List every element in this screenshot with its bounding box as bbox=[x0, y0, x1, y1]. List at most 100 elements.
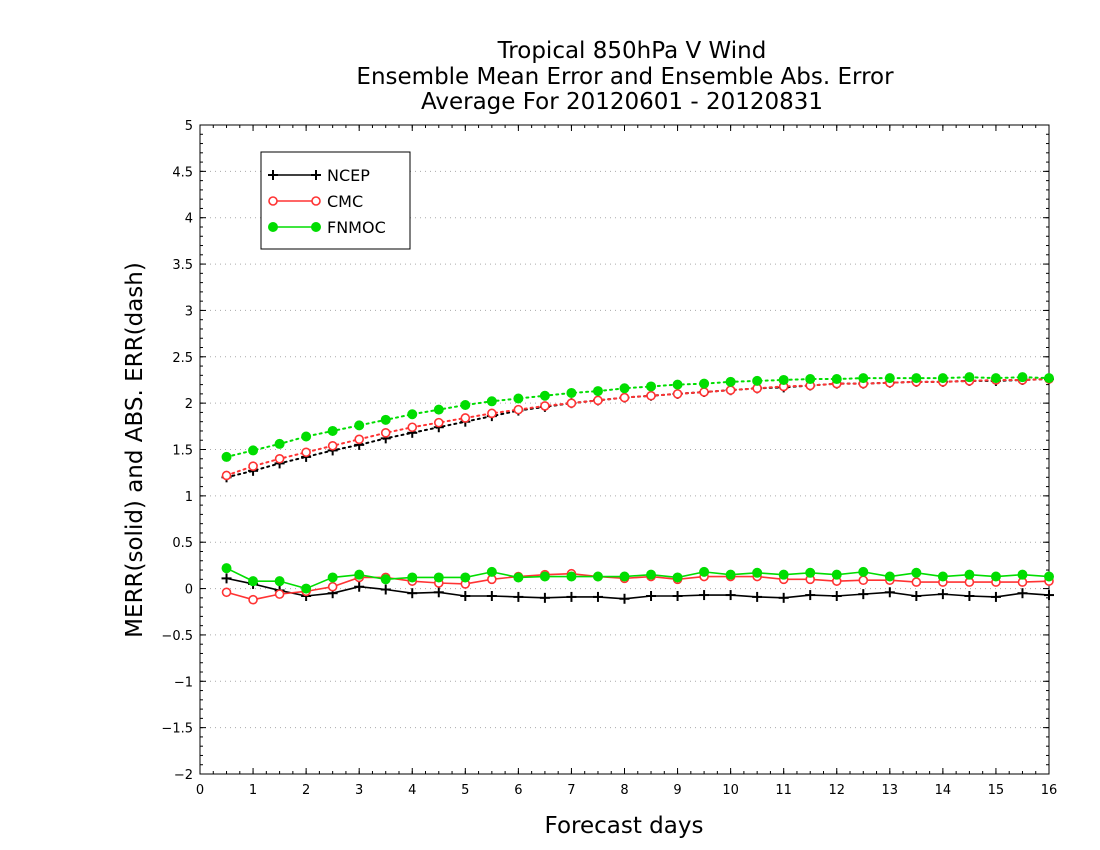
series-fnmoc-abs-err-point bbox=[592, 386, 603, 397]
series-fnmoc-abs-err-point bbox=[672, 379, 683, 390]
series-fnmoc-abs-err-point bbox=[301, 431, 312, 442]
series-cmc-abs-err-point bbox=[274, 453, 285, 464]
series-cmc-abs-err-point bbox=[433, 417, 444, 428]
series-fnmoc-abs-err-point bbox=[274, 438, 285, 449]
x-tick-label: 2 bbox=[302, 783, 310, 798]
chart-title-line-2: Ensemble Mean Error and Ensemble Abs. Er… bbox=[356, 64, 894, 90]
legend-marker-end bbox=[311, 222, 321, 232]
series-fnmoc-merr-point bbox=[380, 574, 391, 585]
series-fnmoc-merr-point bbox=[486, 566, 497, 577]
legend-marker-end bbox=[311, 170, 321, 180]
series-ncep-merr-point bbox=[354, 581, 365, 592]
series-cmc-abs-err-point bbox=[380, 428, 391, 438]
series-fnmoc-abs-err-point bbox=[752, 375, 763, 386]
legend-label-ncep: NCEP bbox=[327, 166, 370, 185]
x-axis-label: Forecast days bbox=[545, 813, 704, 839]
series-fnmoc-merr-point bbox=[911, 567, 922, 578]
series-ncep-merr-point bbox=[513, 591, 524, 602]
series-cmc-abs-err-point bbox=[513, 404, 524, 415]
series-fnmoc-merr-point bbox=[884, 571, 895, 582]
series-ncep-merr-point bbox=[380, 584, 391, 595]
chart-title-line-1: Tropical 850hPa V Wind bbox=[497, 38, 767, 64]
series-fnmoc-abs-err-point bbox=[539, 390, 550, 401]
x-tick-label: 8 bbox=[620, 783, 628, 798]
x-axis: 0 1 2 3 4 5 6 7 8 9 10 11 12 13 14 15 16 bbox=[196, 125, 1057, 798]
series-fnmoc-merr-point bbox=[937, 571, 948, 582]
y-axis: −2 −1.5 −1 −0.5 0 0.5 1 1.5 2 2.5 3 3.5 4 4.5 5 bbox=[161, 119, 1049, 783]
y-tick-label: 1.5 bbox=[172, 444, 193, 459]
series-cmc bbox=[221, 374, 1054, 605]
series-ncep-merr-point bbox=[566, 591, 577, 602]
series-fnmoc-merr-point bbox=[752, 567, 763, 578]
series-fnmoc-merr-point bbox=[513, 572, 524, 583]
series-fnmoc-merr-point bbox=[725, 569, 736, 580]
series-fnmoc-abs-err-point bbox=[911, 373, 922, 384]
series-ncep-merr-point bbox=[831, 590, 842, 601]
series-cmc-abs-err-point bbox=[487, 408, 497, 419]
series-cmc-abs-err-line bbox=[225, 378, 1050, 477]
series-ncep-merr-point bbox=[858, 589, 869, 600]
series-fnmoc-merr-point bbox=[248, 576, 259, 587]
series-fnmoc-abs-err-point bbox=[433, 404, 444, 415]
series-cmc-abs-err-point bbox=[540, 401, 550, 411]
series-fnmoc-merr-point bbox=[805, 567, 816, 578]
series-layer bbox=[221, 372, 1054, 605]
series-cmc-abs-err-point bbox=[354, 434, 364, 445]
series-cmc-abs-err-point bbox=[248, 461, 258, 471]
series-ncep-merr-point bbox=[1044, 590, 1054, 601]
y-tick-label: 0.5 bbox=[172, 536, 193, 551]
series-fnmoc-merr-point bbox=[672, 572, 683, 583]
y-tick-label: −1 bbox=[174, 675, 193, 690]
series-ncep-merr-point bbox=[460, 590, 471, 601]
series-cmc-abs-err-point bbox=[327, 440, 338, 451]
x-tick-label: 10 bbox=[722, 783, 739, 798]
legend-marker-end bbox=[311, 196, 321, 206]
series-ncep-merr-point bbox=[725, 590, 736, 601]
series-fnmoc-merr-point bbox=[354, 569, 365, 580]
series-fnmoc-merr-point bbox=[221, 563, 232, 574]
series-fnmoc-merr-point bbox=[539, 571, 550, 582]
series-ncep-merr-point bbox=[539, 592, 550, 603]
x-tick-label: 15 bbox=[988, 783, 1005, 798]
x-tick-label: 13 bbox=[882, 783, 899, 798]
legend-item-ncep: NCEP bbox=[268, 166, 370, 185]
series-fnmoc-merr-point bbox=[646, 569, 657, 580]
series-fnmoc-abs-err-line bbox=[225, 376, 1050, 458]
series-ncep bbox=[221, 374, 1054, 604]
series-fnmoc-merr-point bbox=[619, 571, 630, 582]
series-fnmoc-merr-point bbox=[433, 572, 444, 583]
y-tick-label: −1.5 bbox=[161, 722, 193, 737]
series-fnmoc-merr-point bbox=[1017, 569, 1028, 580]
series-fnmoc-merr-line bbox=[226, 567, 1050, 590]
x-tick-label: 11 bbox=[775, 783, 792, 798]
series-fnmoc-merr-point bbox=[831, 569, 842, 580]
series-fnmoc-abs-err-point bbox=[1044, 373, 1054, 384]
series-fnmoc-merr-point bbox=[990, 571, 1001, 582]
x-tick-label: 7 bbox=[567, 783, 575, 798]
series-cmc-abs-err-point bbox=[301, 447, 311, 458]
legend: NCEP CMC FNMOC bbox=[260, 151, 411, 250]
series-fnmoc-abs-err-point bbox=[407, 409, 418, 420]
series-fnmoc-abs-err-point bbox=[327, 425, 338, 436]
y-tick-label: 1 bbox=[185, 490, 193, 505]
chart-title-line-3: Average For 20120601 - 20120831 bbox=[421, 89, 823, 115]
series-fnmoc-merr-point bbox=[407, 572, 418, 583]
x-tick-label: 3 bbox=[355, 783, 363, 798]
series-fnmoc-merr-point bbox=[964, 569, 975, 580]
series-fnmoc-abs-err-point bbox=[937, 373, 948, 384]
legend-item-cmc: CMC bbox=[268, 192, 363, 211]
series-cmc-abs-err-point bbox=[407, 422, 418, 433]
y-tick-label: −2 bbox=[174, 768, 193, 783]
series-fnmoc-abs-err-point bbox=[831, 374, 842, 385]
series-ncep-merr-point bbox=[592, 591, 603, 602]
series-ncep-merr-point bbox=[1017, 588, 1028, 599]
series-fnmoc-merr-point bbox=[274, 576, 285, 587]
series-ncep-merr-point bbox=[752, 591, 763, 602]
series-ncep-merr-point bbox=[221, 573, 232, 584]
y-tick-label: 3 bbox=[185, 304, 193, 319]
series-fnmoc-merr-point bbox=[327, 572, 338, 583]
legend-label-fnmoc: FNMOC bbox=[327, 218, 386, 237]
series-ncep-merr-point bbox=[778, 592, 789, 603]
series-cmc-merr-point bbox=[221, 587, 232, 598]
series-fnmoc-abs-err-point bbox=[884, 373, 895, 384]
